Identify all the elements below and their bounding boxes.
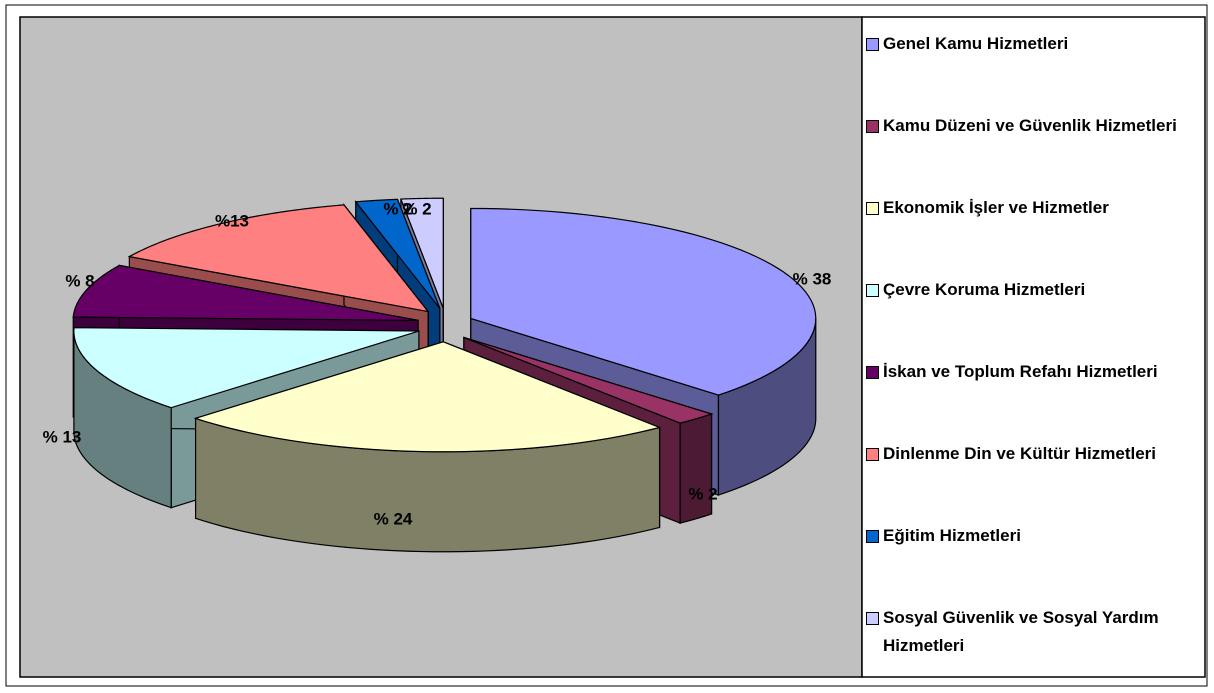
legend-item: İskan ve Toplum Refahı Hizmetleri <box>866 358 1202 440</box>
legend-item: Dinlenme Din ve Kültür Hizmetleri <box>866 440 1202 522</box>
legend-swatch <box>866 612 879 625</box>
legend-swatch <box>866 38 879 51</box>
data-label: % 13 <box>43 427 82 446</box>
slice-top <box>470 207 817 396</box>
data-label: % 24 <box>374 509 413 528</box>
legend-label: Eğitim Hizmetleri <box>883 526 1021 545</box>
slice-top <box>73 327 420 409</box>
slice-top <box>354 198 441 309</box>
slice-top <box>400 197 444 309</box>
legend-label: Kamu Düzeni ve Güvenlik Hizmetleri <box>883 116 1177 135</box>
legend-swatch <box>866 366 879 379</box>
slice-top <box>72 264 419 322</box>
data-label: % 38 <box>793 269 832 288</box>
slice-top <box>463 336 714 424</box>
legend-item: Sosyal Güvenlik ve Sosyal Yardım Hizmetl… <box>866 604 1202 686</box>
pie-slice <box>193 340 662 553</box>
legend-label: Ekonomik İşler ve Hizmetler <box>883 198 1109 217</box>
legend-label: İskan ve Toplum Refahı Hizmetleri <box>883 362 1158 381</box>
legend-swatch <box>866 448 879 461</box>
legend-label: Genel Kamu Hizmetleri <box>883 34 1069 53</box>
legend-label: Dinlenme Din ve Kültür Hizmetleri <box>883 444 1156 463</box>
legend-swatch <box>866 202 879 215</box>
data-label: % 2 <box>688 484 717 503</box>
legend-item: Ekonomik İşler ve Hizmetler <box>866 194 1202 276</box>
legend-swatch <box>866 120 879 133</box>
legend-item: Kamu Düzeni ve Güvenlik Hizmetleri <box>866 112 1202 194</box>
data-label: %13 <box>215 211 249 230</box>
legend-label: Çevre Koruma Hizmetleri <box>883 280 1086 299</box>
slice-wall <box>679 413 713 524</box>
legend-area <box>861 16 1206 678</box>
legend-item: Genel Kamu Hizmetleri <box>866 30 1202 112</box>
slice-top <box>193 341 662 453</box>
legend-swatch <box>866 530 879 543</box>
legend-item: Çevre Koruma Hizmetleri <box>866 276 1202 358</box>
slice-top <box>127 204 430 313</box>
pie: % 38% 2% 24% 13% 8%13% 2% 2 <box>43 197 832 553</box>
legend-label: Sosyal Güvenlik ve Sosyal Yardım Hizmetl… <box>883 608 1159 655</box>
legend-item: Eğitim Hizmetleri <box>866 522 1202 604</box>
data-label: % 2 <box>402 199 431 218</box>
data-label: % 8 <box>65 271 94 290</box>
legend-swatch <box>866 284 879 297</box>
legend: Genel Kamu Hizmetleri Kamu Düzeni ve Güve… <box>866 30 1202 686</box>
data-label: % 2 <box>383 199 412 218</box>
